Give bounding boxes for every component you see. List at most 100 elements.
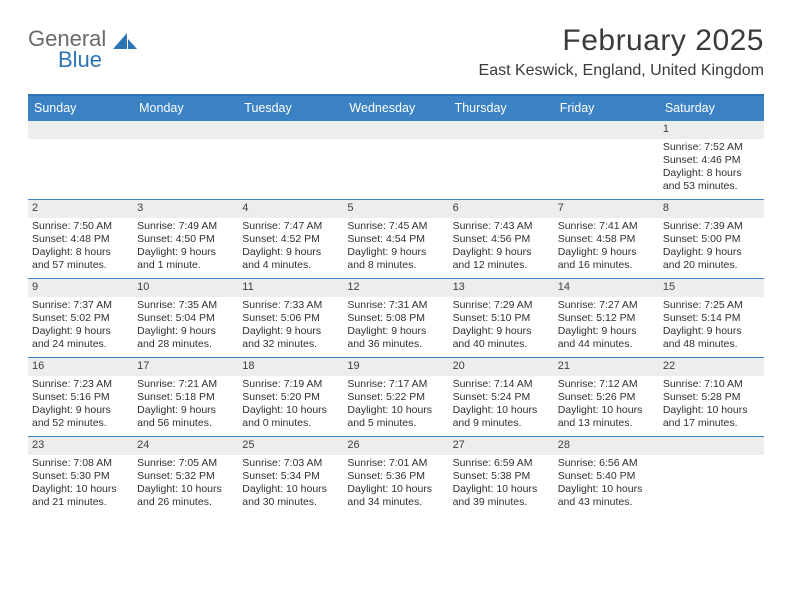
day-number: 24: [133, 437, 238, 455]
daylight-text-1: Daylight: 10 hours: [453, 483, 550, 496]
day-number: [659, 437, 764, 455]
sunset-text: Sunset: 5:26 PM: [558, 391, 655, 404]
sunrise-text: Sunrise: 7:49 AM: [137, 220, 234, 233]
sunset-text: Sunset: 5:24 PM: [453, 391, 550, 404]
day-details: Sunrise: 7:37 AMSunset: 5:02 PMDaylight:…: [28, 298, 133, 354]
daylight-text-2: and 5 minutes.: [347, 417, 444, 430]
sunrise-text: Sunrise: 6:56 AM: [558, 457, 655, 470]
day-details: Sunrise: 7:41 AMSunset: 4:58 PMDaylight:…: [554, 219, 659, 275]
sunset-text: Sunset: 5:28 PM: [663, 391, 760, 404]
calendar-day-cell: [28, 121, 133, 199]
sunrise-text: Sunrise: 7:12 AM: [558, 378, 655, 391]
day-number: [28, 121, 133, 139]
day-details: Sunrise: 7:52 AMSunset: 4:46 PMDaylight:…: [659, 140, 764, 196]
sunrise-text: Sunrise: 7:27 AM: [558, 299, 655, 312]
calendar-day-cell: 5Sunrise: 7:45 AMSunset: 4:54 PMDaylight…: [343, 200, 448, 278]
sunrise-text: Sunrise: 7:23 AM: [32, 378, 129, 391]
daylight-text-2: and 53 minutes.: [663, 180, 760, 193]
day-details: Sunrise: 7:29 AMSunset: 5:10 PMDaylight:…: [449, 298, 554, 354]
sunset-text: Sunset: 5:12 PM: [558, 312, 655, 325]
calendar-day-cell: 23Sunrise: 7:08 AMSunset: 5:30 PMDayligh…: [28, 437, 133, 515]
daylight-text-2: and 36 minutes.: [347, 338, 444, 351]
calendar-day-cell: 6Sunrise: 7:43 AMSunset: 4:56 PMDaylight…: [449, 200, 554, 278]
daylight-text-2: and 20 minutes.: [663, 259, 760, 272]
calendar-day-cell: 15Sunrise: 7:25 AMSunset: 5:14 PMDayligh…: [659, 279, 764, 357]
calendar-day-cell: 25Sunrise: 7:03 AMSunset: 5:34 PMDayligh…: [238, 437, 343, 515]
day-number: 26: [343, 437, 448, 455]
daylight-text-2: and 0 minutes.: [242, 417, 339, 430]
day-number: 7: [554, 200, 659, 218]
day-details: Sunrise: 7:50 AMSunset: 4:48 PMDaylight:…: [28, 219, 133, 275]
sunset-text: Sunset: 5:20 PM: [242, 391, 339, 404]
daylight-text-2: and 56 minutes.: [137, 417, 234, 430]
sunset-text: Sunset: 5:14 PM: [663, 312, 760, 325]
sunrise-text: Sunrise: 6:59 AM: [453, 457, 550, 470]
day-details: Sunrise: 7:23 AMSunset: 5:16 PMDaylight:…: [28, 377, 133, 433]
day-number: 28: [554, 437, 659, 455]
calendar-day-cell: [659, 437, 764, 515]
calendar-day-cell: 18Sunrise: 7:19 AMSunset: 5:20 PMDayligh…: [238, 358, 343, 436]
day-details: Sunrise: 7:05 AMSunset: 5:32 PMDaylight:…: [133, 456, 238, 512]
calendar-header-cell: Wednesday: [343, 96, 448, 120]
day-details: Sunrise: 7:39 AMSunset: 5:00 PMDaylight:…: [659, 219, 764, 275]
calendar-day-cell: 9Sunrise: 7:37 AMSunset: 5:02 PMDaylight…: [28, 279, 133, 357]
sunset-text: Sunset: 5:40 PM: [558, 470, 655, 483]
daylight-text-2: and 8 minutes.: [347, 259, 444, 272]
day-number: 13: [449, 279, 554, 297]
daylight-text-1: Daylight: 10 hours: [242, 404, 339, 417]
daylight-text-2: and 26 minutes.: [137, 496, 234, 509]
calendar-day-cell: 21Sunrise: 7:12 AMSunset: 5:26 PMDayligh…: [554, 358, 659, 436]
sunrise-text: Sunrise: 7:33 AM: [242, 299, 339, 312]
daylight-text-1: Daylight: 9 hours: [32, 325, 129, 338]
daylight-text-1: Daylight: 8 hours: [32, 246, 129, 259]
calendar-day-cell: 2Sunrise: 7:50 AMSunset: 4:48 PMDaylight…: [28, 200, 133, 278]
sunrise-text: Sunrise: 7:08 AM: [32, 457, 129, 470]
sunset-text: Sunset: 5:22 PM: [347, 391, 444, 404]
daylight-text-2: and 43 minutes.: [558, 496, 655, 509]
header: General Blue February 2025 East Keswick,…: [28, 24, 764, 80]
day-details: Sunrise: 7:01 AMSunset: 5:36 PMDaylight:…: [343, 456, 448, 512]
calendar-week-row: 1Sunrise: 7:52 AMSunset: 4:46 PMDaylight…: [28, 120, 764, 199]
daylight-text-1: Daylight: 10 hours: [242, 483, 339, 496]
sunrise-text: Sunrise: 7:14 AM: [453, 378, 550, 391]
daylight-text-1: Daylight: 9 hours: [137, 246, 234, 259]
calendar-day-cell: 12Sunrise: 7:31 AMSunset: 5:08 PMDayligh…: [343, 279, 448, 357]
day-number: [554, 121, 659, 139]
day-details: Sunrise: 7:14 AMSunset: 5:24 PMDaylight:…: [449, 377, 554, 433]
day-details: Sunrise: 7:17 AMSunset: 5:22 PMDaylight:…: [343, 377, 448, 433]
day-details: Sunrise: 7:31 AMSunset: 5:08 PMDaylight:…: [343, 298, 448, 354]
day-number: 22: [659, 358, 764, 376]
day-number: 10: [133, 279, 238, 297]
calendar-day-cell: [554, 121, 659, 199]
sunset-text: Sunset: 5:36 PM: [347, 470, 444, 483]
daylight-text-2: and 30 minutes.: [242, 496, 339, 509]
daylight-text-2: and 16 minutes.: [558, 259, 655, 272]
calendar-day-cell: 17Sunrise: 7:21 AMSunset: 5:18 PMDayligh…: [133, 358, 238, 436]
day-details: Sunrise: 7:21 AMSunset: 5:18 PMDaylight:…: [133, 377, 238, 433]
sunrise-text: Sunrise: 7:19 AM: [242, 378, 339, 391]
daylight-text-2: and 24 minutes.: [32, 338, 129, 351]
day-number: 15: [659, 279, 764, 297]
day-details: Sunrise: 7:08 AMSunset: 5:30 PMDaylight:…: [28, 456, 133, 512]
sunrise-text: Sunrise: 7:31 AM: [347, 299, 444, 312]
calendar-header-cell: Friday: [554, 96, 659, 120]
daylight-text-2: and 21 minutes.: [32, 496, 129, 509]
calendar-day-cell: [238, 121, 343, 199]
calendar-week-row: 16Sunrise: 7:23 AMSunset: 5:16 PMDayligh…: [28, 357, 764, 436]
sunrise-text: Sunrise: 7:50 AM: [32, 220, 129, 233]
day-details: Sunrise: 7:43 AMSunset: 4:56 PMDaylight:…: [449, 219, 554, 275]
day-number: 2: [28, 200, 133, 218]
sunset-text: Sunset: 4:48 PM: [32, 233, 129, 246]
calendar-table: SundayMondayTuesdayWednesdayThursdayFrid…: [28, 94, 764, 515]
daylight-text-1: Daylight: 9 hours: [453, 246, 550, 259]
sunset-text: Sunset: 5:30 PM: [32, 470, 129, 483]
calendar-header-cell: Tuesday: [238, 96, 343, 120]
day-number: [449, 121, 554, 139]
brand-word2: Blue: [58, 49, 137, 71]
day-details: Sunrise: 7:03 AMSunset: 5:34 PMDaylight:…: [238, 456, 343, 512]
daylight-text-1: Daylight: 9 hours: [347, 325, 444, 338]
page-title: February 2025: [479, 24, 764, 58]
sunset-text: Sunset: 4:50 PM: [137, 233, 234, 246]
daylight-text-2: and 13 minutes.: [558, 417, 655, 430]
calendar-day-cell: 1Sunrise: 7:52 AMSunset: 4:46 PMDaylight…: [659, 121, 764, 199]
